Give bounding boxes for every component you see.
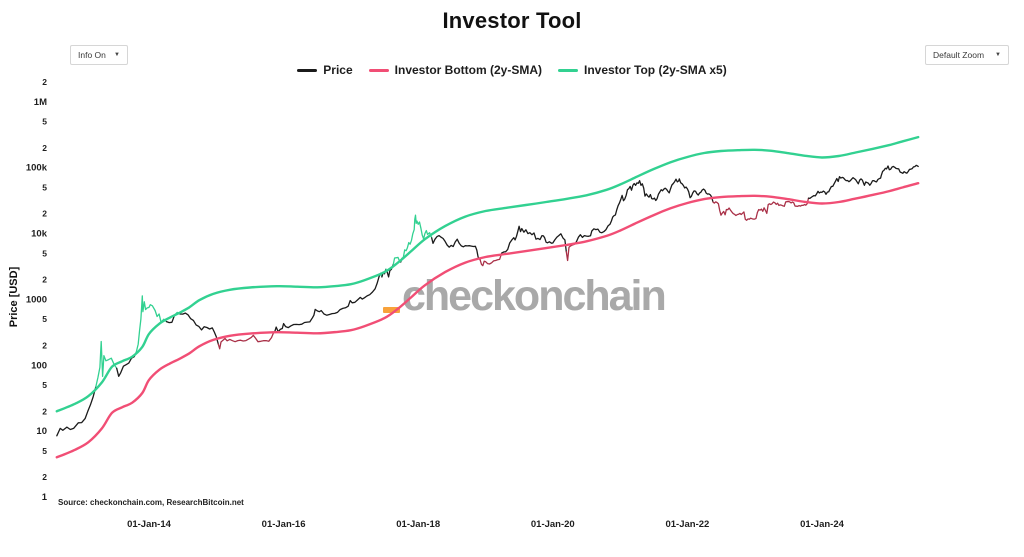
watermark-text: checkonchain bbox=[402, 272, 667, 320]
legend-label-price: Price bbox=[323, 63, 353, 77]
legend-swatch-investor-bottom bbox=[368, 68, 389, 72]
investor-top-line bbox=[55, 135, 920, 413]
legend-swatch-price bbox=[297, 68, 318, 72]
chevron-down-icon: ▼ bbox=[995, 52, 1001, 58]
price-line-segment bbox=[712, 197, 810, 221]
y-tick-label: 2 bbox=[42, 77, 47, 87]
y-tick-label: 10 bbox=[36, 426, 47, 437]
source-note: Source: checkonchain.com, ResearchBitcoi… bbox=[58, 498, 244, 507]
legend: Price Investor Bottom (2y-SMA) Investor … bbox=[0, 63, 1024, 77]
watermark-dash-icon bbox=[383, 307, 400, 313]
y-tick-label: 100k bbox=[26, 163, 48, 174]
zoom-select-dropdown[interactable]: Default Zoom ▼ bbox=[925, 45, 1009, 65]
y-tick-label: 2 bbox=[42, 143, 47, 153]
price-line-segment bbox=[274, 272, 382, 333]
price-line-segment bbox=[165, 314, 176, 324]
y-tick-label: 5 bbox=[42, 248, 47, 258]
legend-item-price[interactable]: Price bbox=[297, 63, 353, 77]
y-tick-label: 1 bbox=[42, 492, 48, 503]
price-line-segment bbox=[807, 164, 919, 200]
page-title: Investor Tool bbox=[442, 8, 582, 33]
price-line-segment bbox=[479, 252, 503, 267]
y-axis-title: Price [USD] bbox=[8, 266, 20, 328]
price-line-segment bbox=[95, 340, 118, 388]
y-tick-label: 5 bbox=[42, 183, 47, 193]
info-toggle-dropdown[interactable]: Info On ▼ bbox=[70, 45, 128, 65]
x-tick-label: 01-Jan-14 bbox=[127, 519, 172, 530]
chevron-down-icon: ▼ bbox=[114, 52, 120, 58]
x-tick-label: 01-Jan-20 bbox=[531, 519, 575, 530]
y-tick-label: 2 bbox=[42, 406, 47, 416]
price-line-segment bbox=[56, 386, 97, 437]
y-tick-label: 2 bbox=[42, 341, 47, 351]
price-line-segment bbox=[179, 312, 219, 345]
price-line-segment bbox=[217, 330, 276, 350]
y-tick-label: 2 bbox=[42, 472, 47, 482]
legend-item-investor-top[interactable]: Investor Top (2y-SMA x5) bbox=[558, 63, 727, 77]
y-tick-label: 1000 bbox=[26, 294, 47, 305]
price-line-segment bbox=[135, 295, 168, 354]
y-tick-label: 5 bbox=[42, 446, 47, 456]
price-line-segment bbox=[431, 234, 481, 261]
price-line-segment bbox=[401, 214, 433, 260]
y-tick-label: 1M bbox=[34, 97, 47, 108]
legend-label-investor-bottom: Investor Bottom (2y-SMA) bbox=[394, 63, 542, 77]
price-line-segment bbox=[575, 178, 714, 243]
y-tick-label: 100 bbox=[31, 360, 47, 371]
x-tick-label: 01-Jan-24 bbox=[800, 519, 845, 530]
y-tick-label: 5 bbox=[42, 380, 47, 390]
legend-label-investor-top: Investor Top (2y-SMA x5) bbox=[584, 63, 727, 77]
investor-bottom-line bbox=[55, 182, 920, 459]
zoom-select-label: Default Zoom bbox=[933, 50, 985, 60]
price-line-segment bbox=[501, 225, 567, 254]
x-tick-label: 01-Jan-16 bbox=[262, 519, 306, 530]
y-tick-label: 10k bbox=[31, 229, 48, 240]
x-tick-label: 01-Jan-22 bbox=[665, 519, 709, 530]
y-tick-label: 2 bbox=[42, 275, 47, 285]
info-toggle-label: Info On bbox=[78, 50, 106, 60]
y-tick-label: 5 bbox=[42, 314, 47, 324]
y-tick-label: 2 bbox=[42, 209, 47, 219]
legend-item-investor-bottom[interactable]: Investor Bottom (2y-SMA) bbox=[368, 63, 542, 77]
y-tick-label: 5 bbox=[42, 117, 47, 127]
legend-swatch-investor-top bbox=[558, 68, 578, 72]
x-tick-label: 01-Jan-18 bbox=[396, 519, 440, 530]
